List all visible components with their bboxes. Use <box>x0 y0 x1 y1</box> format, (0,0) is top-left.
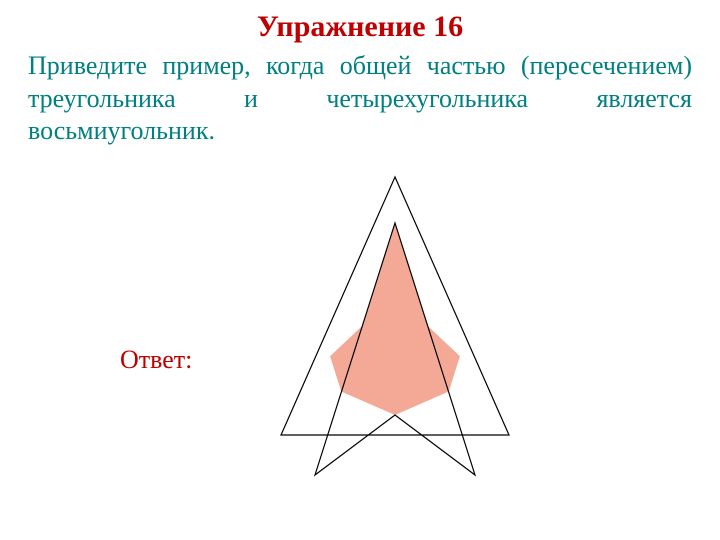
problem-statement: Приведите пример, когда общей частью (пе… <box>28 50 692 148</box>
answer-label: Ответ: <box>120 345 192 375</box>
figure-svg <box>255 165 535 485</box>
intersection-octagon <box>330 223 460 415</box>
exercise-title: Упражнение 16 <box>28 10 692 44</box>
intersection-figure <box>255 165 535 485</box>
